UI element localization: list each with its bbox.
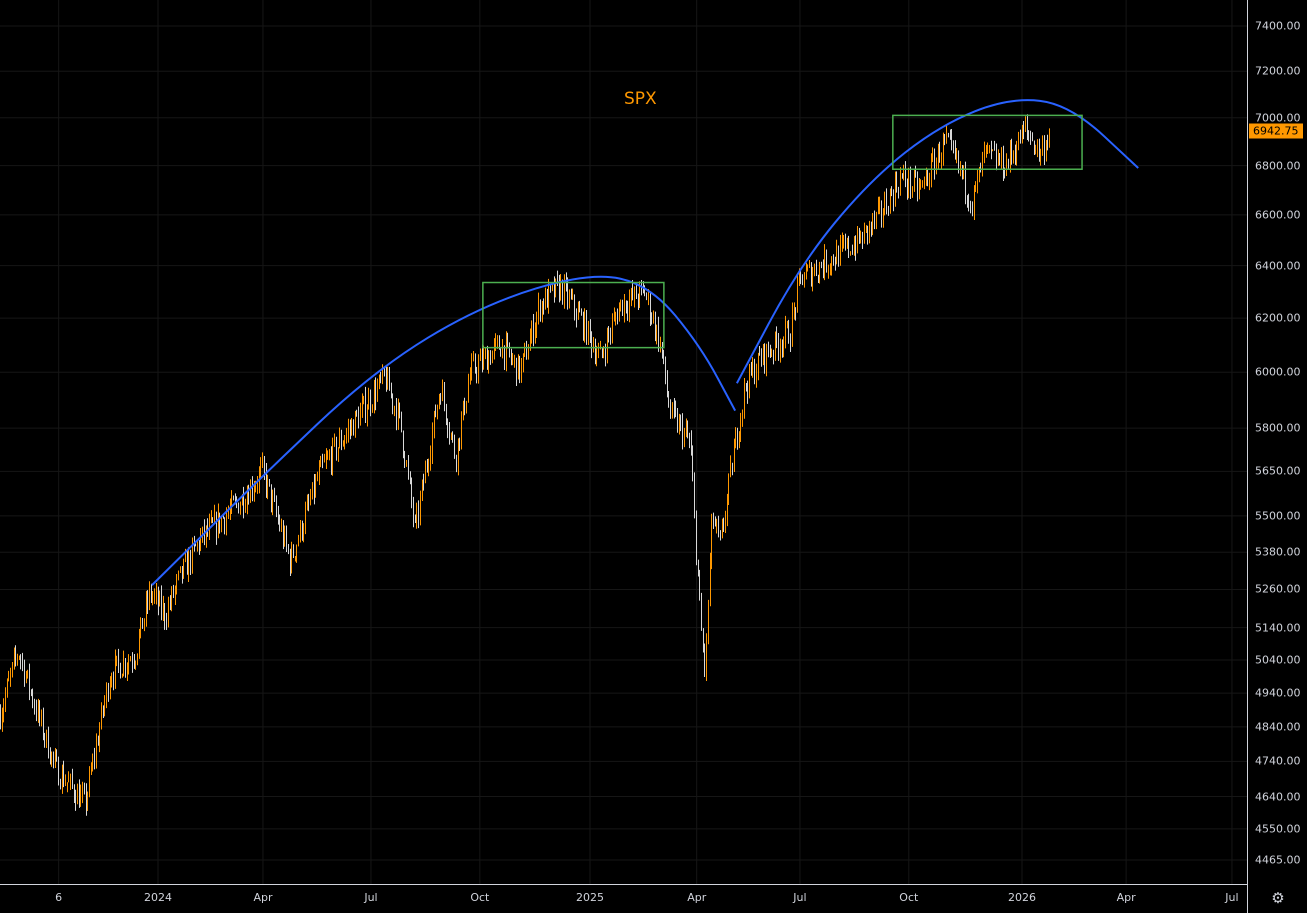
price-tick-label: 5380.00: [1255, 545, 1301, 559]
last-price-tag: 6942.75: [1249, 123, 1303, 139]
price-bars: [0, 114, 1050, 816]
price-tick-label: 5260.00: [1255, 582, 1301, 596]
price-tick-label: 7000.00: [1255, 111, 1301, 125]
trend-arc: [735, 99, 1139, 384]
price-tick-label: 4940.00: [1255, 686, 1301, 700]
range-box: [482, 281, 665, 349]
price-tick-label: 6400.00: [1255, 259, 1301, 273]
drawings: [151, 99, 1139, 586]
price-tick-label: 4740.00: [1255, 754, 1301, 768]
time-tick-label: Oct: [899, 891, 919, 904]
time-tick-label: 2026: [1008, 891, 1036, 904]
price-tick-label: 5500.00: [1255, 509, 1301, 523]
time-tick-label: Oct: [470, 891, 490, 904]
price-tick-label: 5040.00: [1255, 653, 1301, 667]
price-tick-label: 4640.00: [1255, 790, 1301, 804]
price-tick-label: 4840.00: [1255, 720, 1301, 734]
gear-icon[interactable]: ⚙: [1271, 889, 1285, 907]
price-tick-label: 4465.00: [1255, 853, 1301, 867]
time-tick-label: Jul: [1225, 891, 1239, 904]
time-tick-label: Jul: [793, 891, 807, 904]
price-tick-label: 5140.00: [1255, 621, 1301, 635]
chart-title: SPX: [624, 89, 657, 109]
price-tick-label: 7400.00: [1255, 19, 1301, 33]
trend-arc: [151, 275, 737, 586]
time-tick-label: Jul: [364, 891, 378, 904]
time-tick-label: 2025: [576, 891, 604, 904]
time-tick-label: 6: [55, 891, 63, 904]
price-tick-label: 6600.00: [1255, 208, 1301, 222]
time-tick-label: 2024: [144, 891, 172, 904]
time-tick-label: Apr: [253, 891, 273, 904]
price-tick-label: 6000.00: [1255, 365, 1301, 379]
price-tick-label: 7200.00: [1255, 64, 1301, 78]
price-tick-label: 6800.00: [1255, 159, 1301, 173]
price-tick-label: 4550.00: [1255, 822, 1301, 836]
price-tick-label: 5650.00: [1255, 464, 1301, 478]
price-tick-label: 6200.00: [1255, 311, 1301, 325]
price-tick-label: 5800.00: [1255, 421, 1301, 435]
grid: [0, 0, 1247, 884]
range-box: [892, 114, 1083, 170]
time-tick-label: Apr: [1116, 891, 1136, 904]
time-tick-label: Apr: [687, 891, 707, 904]
